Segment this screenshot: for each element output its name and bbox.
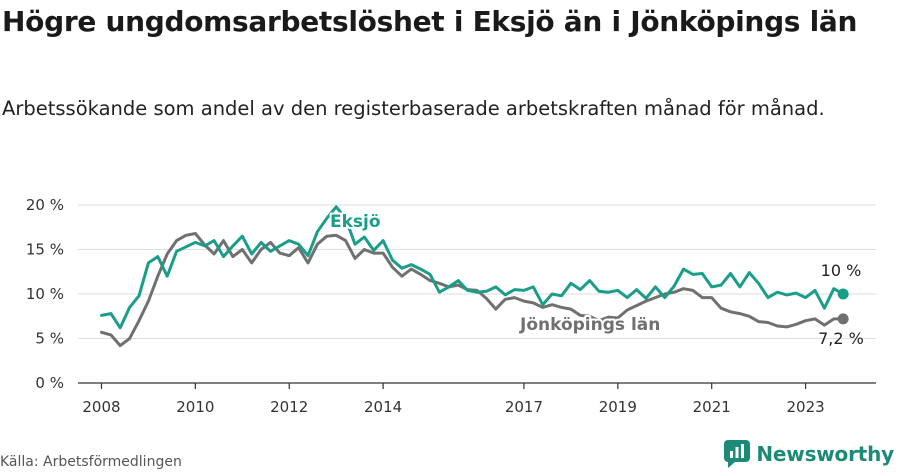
x-tick-label: 2019 bbox=[599, 398, 637, 416]
newsworthy-brand: Newsworthy bbox=[756, 442, 894, 466]
y-tick-label: 10 % bbox=[26, 285, 64, 303]
series-label-eksjo: Eksjö bbox=[330, 212, 381, 232]
x-tick-label: 2010 bbox=[176, 398, 214, 416]
chart-subtitle: Arbetssökande som andel av den registerb… bbox=[2, 97, 825, 120]
newsworthy-logo-icon bbox=[724, 440, 751, 468]
series-labels: Eksjö Jönköpings län 10 % 7,2 % bbox=[328, 210, 864, 348]
series-layer bbox=[100, 205, 849, 348]
chart-title: Högre ungdomsarbetslöshet i Eksjö än i J… bbox=[2, 5, 858, 38]
y-tick-label: 15 % bbox=[26, 241, 64, 259]
x-tick-label: 2017 bbox=[505, 398, 543, 416]
source-note: Källa: Arbetsförmedlingen bbox=[0, 454, 182, 470]
x-axis-ticks: 2008 2010 2012 2014 2017 2019 2021 2023 bbox=[82, 383, 825, 416]
series-line-jonkopings-lan bbox=[100, 232, 845, 348]
y-tick-label: 5 % bbox=[35, 330, 64, 348]
x-tick-label: 2021 bbox=[693, 398, 731, 416]
series-end-marker bbox=[837, 288, 849, 300]
y-axis-ticks: 0 % 5 % 10 % 15 % 20 % bbox=[26, 196, 64, 392]
end-value-eksjo: 10 % bbox=[821, 261, 862, 280]
y-tick-label: 0 % bbox=[35, 374, 64, 392]
x-tick-label: 2014 bbox=[364, 398, 402, 416]
series-end-marker bbox=[837, 313, 849, 325]
x-tick-label: 2008 bbox=[82, 398, 120, 416]
newsworthy-logo: Newsworthy bbox=[724, 440, 894, 468]
x-tick-label: 2012 bbox=[270, 398, 308, 416]
end-value-jonkopings-lan: 7,2 % bbox=[818, 329, 864, 348]
grid-layer bbox=[78, 204, 876, 339]
x-tick-label: 2023 bbox=[786, 398, 824, 416]
series-line-eksjo bbox=[100, 205, 845, 330]
series-label-jonkopings-lan: Jönköpings län bbox=[519, 315, 660, 335]
y-tick-label: 20 % bbox=[26, 196, 64, 214]
